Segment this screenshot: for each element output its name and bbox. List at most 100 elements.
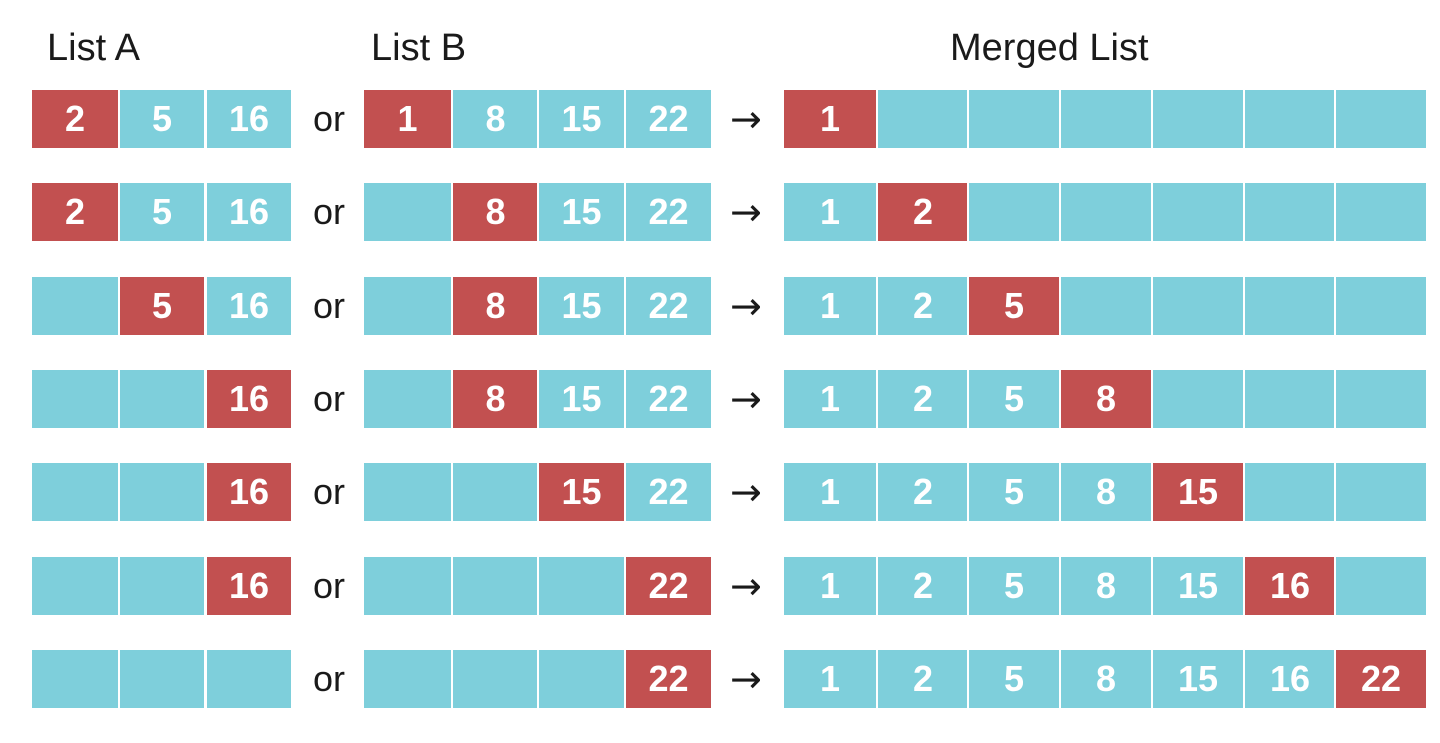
list-a-cell: 16 [205,277,291,335]
merged-cell: 2 [876,557,968,615]
list-a-cell [32,370,118,428]
merged-cell: 1 [784,557,876,615]
list-a-cell-current: 2 [32,90,118,148]
merged-cell-current: 2 [876,183,968,241]
list-a-header: List A [47,27,140,69]
merged-cell: 1 [784,183,876,241]
merged-cell: 5 [967,650,1059,708]
merged-cell [1334,463,1426,521]
merged-cell: 16 [1243,650,1335,708]
list-b-cell: 22 [624,370,711,428]
list-b-cell [537,557,624,615]
or-label: or [313,471,346,512]
merged-cell [967,90,1059,148]
right-arrow-icon: → [730,284,762,328]
list-a-cell [118,463,204,521]
right-arrow-icon: → [730,377,762,421]
right-arrow-icon: → [730,97,762,141]
list-a-cell: 16 [205,183,291,241]
list-b-cell: 15 [537,90,624,148]
list-b-cell: 22 [624,90,711,148]
merged-cell [876,90,968,148]
right-arrow-icon: → [730,190,762,234]
merged-cell [1151,183,1243,241]
merged-cell [1151,90,1243,148]
list-b-cell [537,650,624,708]
merged-cell: 2 [876,370,968,428]
list-b-header: List B [371,27,467,69]
list-a-cell: 5 [118,183,204,241]
merge-step-row: 5 16 8 15 22 1 2 5 or → [0,277,1440,335]
or-label: or [313,378,346,419]
list-b-cell [364,183,451,241]
merged-cell [1059,90,1151,148]
merged-cell: 2 [876,463,968,521]
merged-cell: 8 [1059,650,1151,708]
merged-cell [1334,183,1426,241]
merged-cell-current: 8 [1059,370,1151,428]
merged-cell-current: 15 [1151,463,1243,521]
merged-cell: 1 [784,650,876,708]
merge-step-row: 16 22 1 2 5 8 15 16 or → [0,557,1440,615]
merge-step-row: 22 1 2 5 8 15 16 22 or → [0,650,1440,708]
merged-cell [1243,370,1335,428]
list-b-cell: 15 [537,277,624,335]
merged-cell [967,183,1059,241]
merge-step-row: 16 15 22 1 2 5 8 15 or → [0,463,1440,521]
merged-cell-current: 22 [1334,650,1426,708]
merged-cell: 2 [876,277,968,335]
list-b-cell-current: 1 [364,90,451,148]
list-b-cell [364,463,451,521]
merged-cell [1243,463,1335,521]
merged-cell [1059,183,1151,241]
or-label: or [313,98,346,139]
merged-cell [1334,90,1426,148]
right-arrow-icon: → [730,470,762,514]
or-label: or [313,658,346,699]
list-b-cell [364,370,451,428]
merged-cell: 15 [1151,557,1243,615]
merged-cell: 5 [967,370,1059,428]
list-a-cell-current: 2 [32,183,118,241]
or-label: or [313,191,346,232]
list-a-cell [32,557,118,615]
merged-cell: 5 [967,463,1059,521]
merged-cell [1243,183,1335,241]
right-arrow-icon: → [730,657,762,701]
merged-cell [1243,90,1335,148]
list-a-cell-current: 16 [205,557,291,615]
list-a-cell [118,370,204,428]
list-b-cell-current: 15 [537,463,624,521]
list-a-cell-current: 5 [118,277,204,335]
list-a-cell [205,650,291,708]
list-b-cell: 22 [624,277,711,335]
merged-cell: 5 [967,557,1059,615]
list-b-cell: 22 [624,463,711,521]
merged-cell: 1 [784,463,876,521]
list-b-cell-current: 8 [451,183,538,241]
list-a-cell [32,463,118,521]
list-b-cell-current: 8 [451,370,538,428]
list-b-cell [364,277,451,335]
list-b-cell [451,650,538,708]
list-b-cell [451,557,538,615]
merged-cell [1334,370,1426,428]
list-a-cell [32,650,118,708]
merged-list-header: Merged List [950,27,1149,69]
merged-cell: 1 [784,277,876,335]
merged-cell-current: 5 [967,277,1059,335]
list-a-cell [32,277,118,335]
or-label: or [313,565,346,606]
merge-step-row: 2 5 16 8 15 22 1 2 or → [0,183,1440,241]
merged-cell-current: 16 [1243,557,1335,615]
merged-cell [1151,370,1243,428]
list-b-cell-current: 8 [451,277,538,335]
list-a-cell [118,557,204,615]
merged-cell [1334,277,1426,335]
merged-cell [1334,557,1426,615]
list-b-cell-current: 22 [624,557,711,615]
or-label: or [313,285,346,326]
right-arrow-icon: → [730,564,762,608]
merge-step-row: 16 8 15 22 1 2 5 8 or → [0,370,1440,428]
merged-cell-current: 1 [784,90,876,148]
